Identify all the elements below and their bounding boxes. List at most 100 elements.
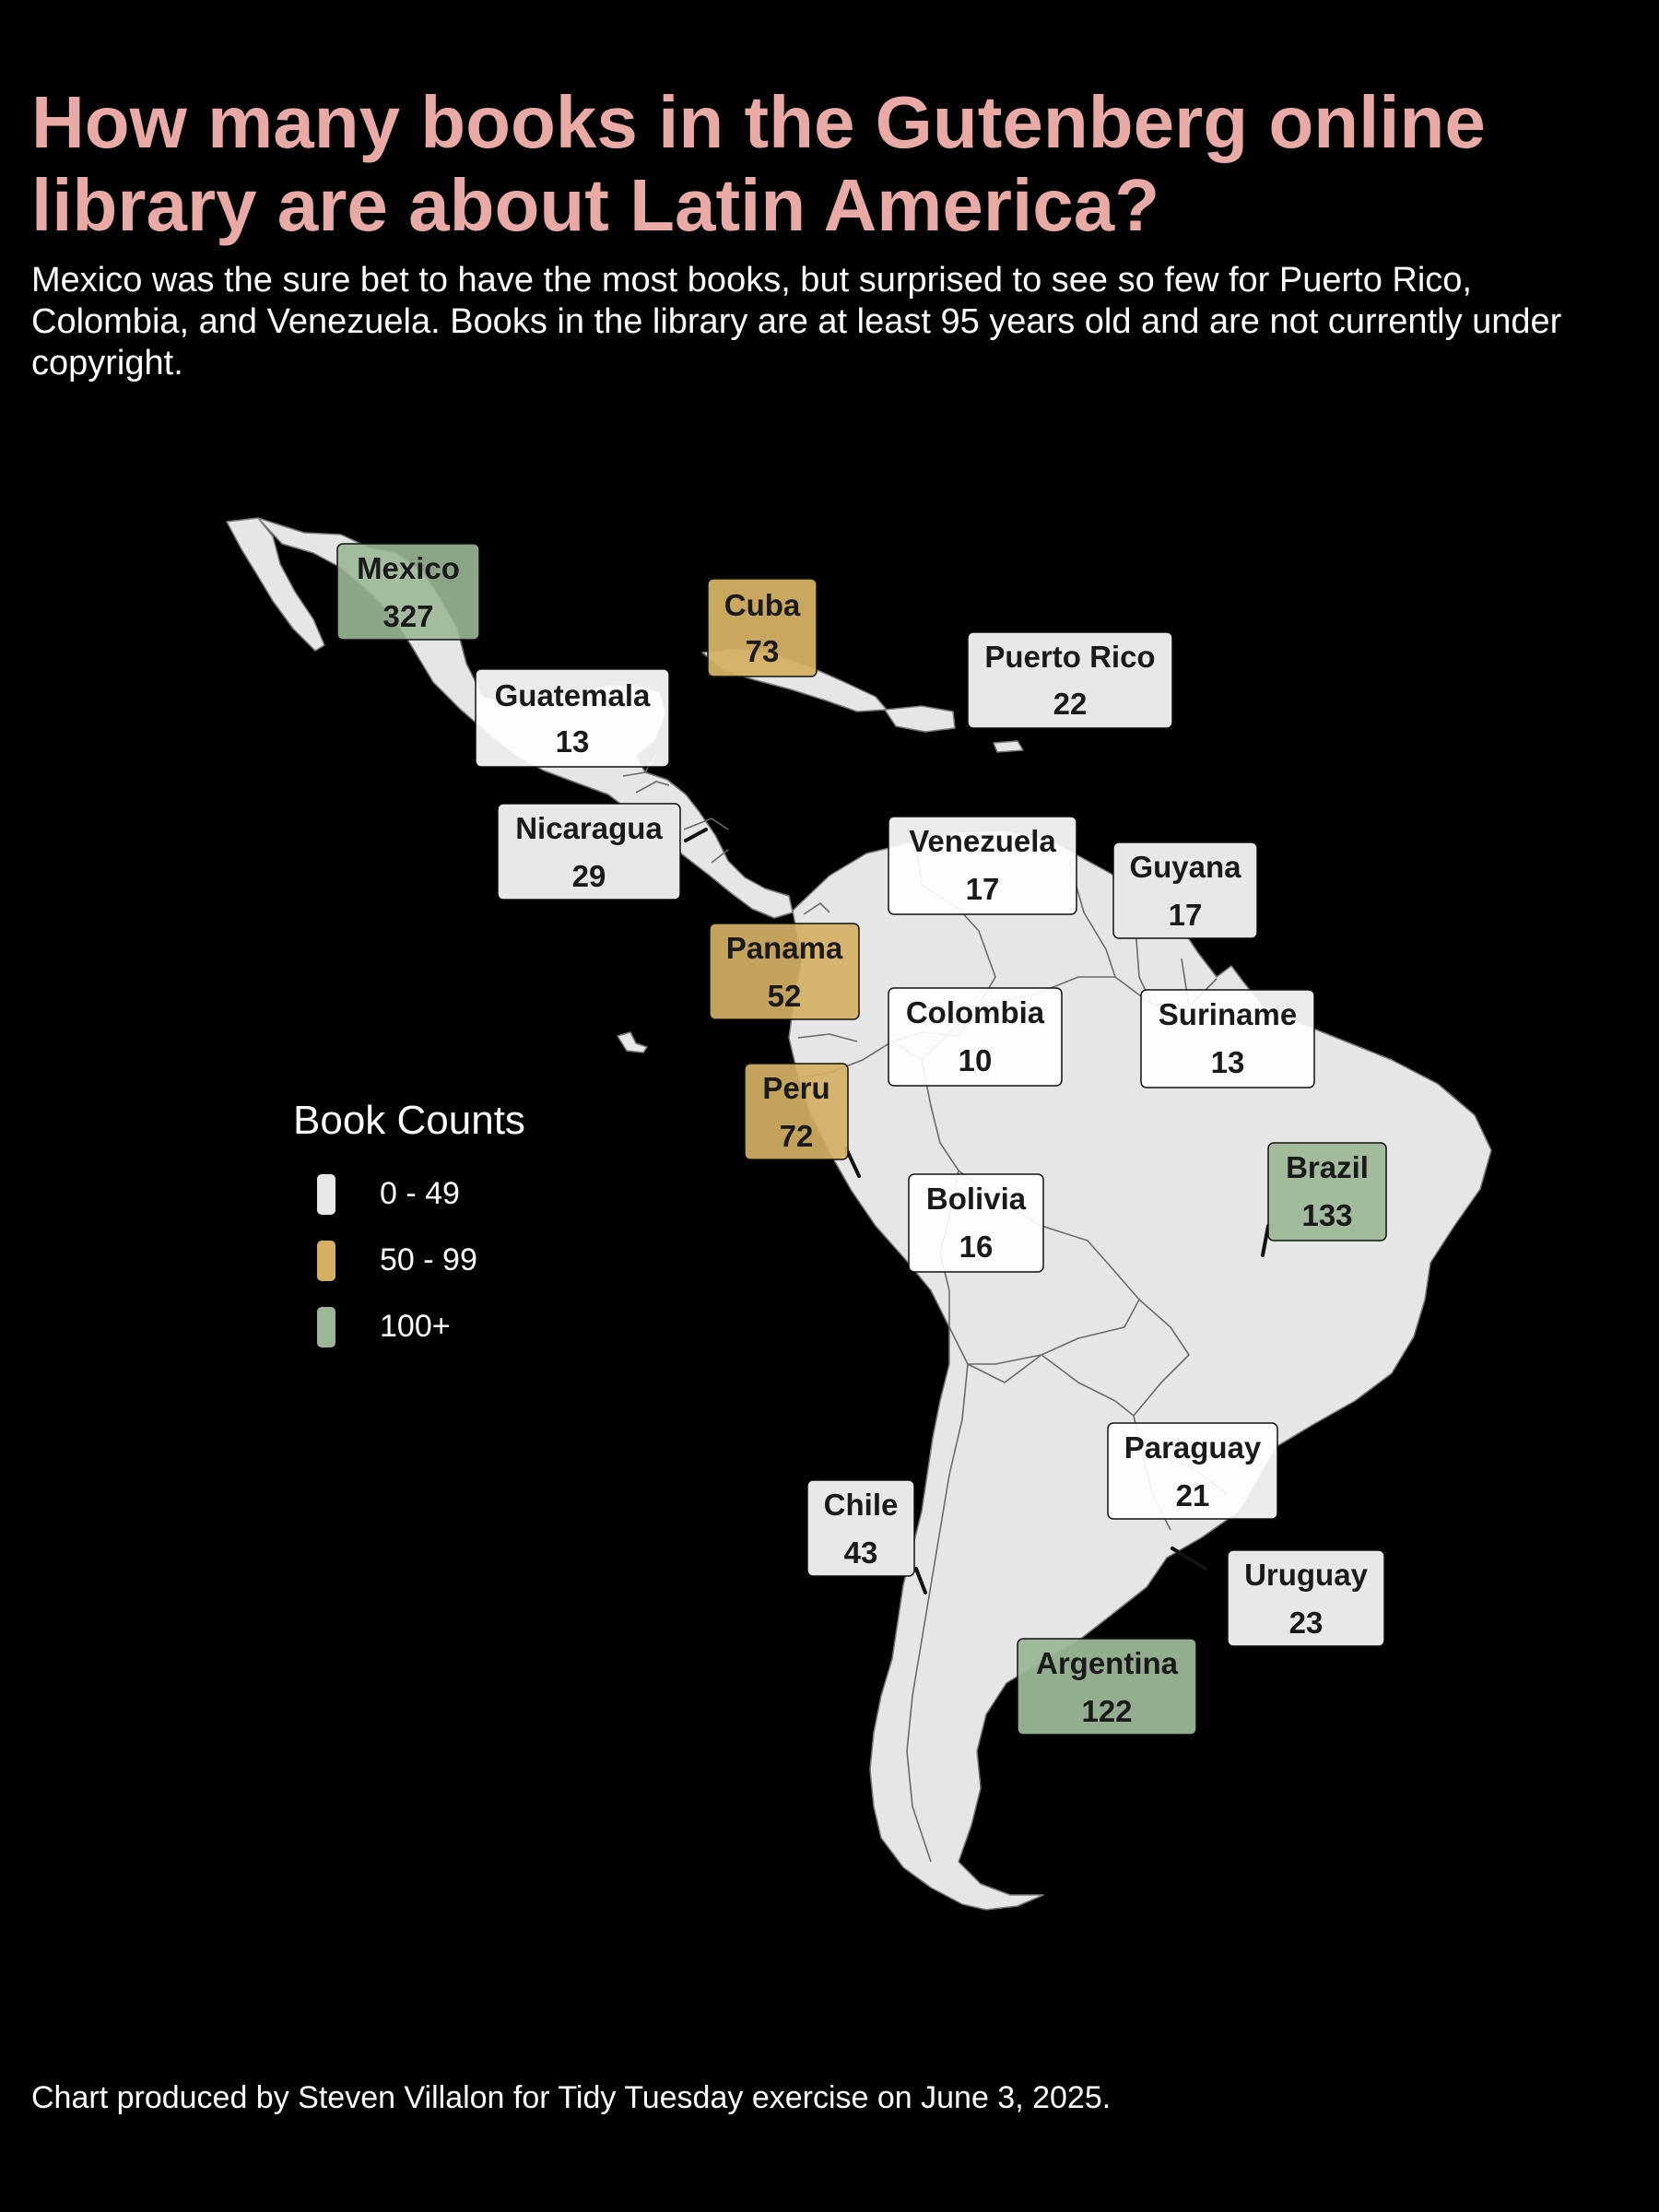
country-name-cuba: Cuba [724, 588, 801, 622]
country-name-brazil: Brazil [1286, 1150, 1369, 1184]
border-costa-rica [711, 849, 729, 864]
country-box-panama [709, 923, 860, 1020]
country-count-mexico: 327 [382, 599, 433, 633]
page-title: How many books in the Gutenberg online l… [31, 81, 1486, 246]
country-box-chile [806, 1479, 915, 1577]
label-guatemala: Guatemala 13 [475, 668, 670, 768]
country-box-puerto-rico [967, 631, 1173, 729]
country-name-mexico: Mexico [357, 551, 460, 585]
country-count-uruguay: 23 [1289, 1606, 1324, 1640]
legend-swatch-low [317, 1174, 335, 1215]
country-name-chile: Chile [824, 1488, 899, 1522]
country-count-argentina: 122 [1081, 1694, 1132, 1728]
country-box-cuba [707, 578, 818, 677]
country-name-venezuela: Venezuela [909, 824, 1056, 858]
country-name-paraguay: Paraguay [1124, 1430, 1262, 1465]
country-count-nicaragua: 29 [572, 859, 606, 893]
border-paraguay-brazil [1133, 1299, 1190, 1417]
country-box-argentina [1017, 1638, 1197, 1735]
legend-item-low: 0 - 49 [293, 1159, 625, 1226]
page-subtitle: Mexico was the sure bet to have the most… [31, 261, 1562, 382]
country-count-suriname: 13 [1211, 1045, 1245, 1079]
country-name-panama: Panama [726, 931, 843, 965]
country-count-colombia: 10 [959, 1043, 993, 1077]
country-box-mexico [336, 543, 480, 641]
label-cuba: Cuba 73 [707, 578, 818, 677]
label-puerto-rico: Puerto Rico 22 [967, 631, 1173, 729]
label-nicaragua: Nicaragua 29 [497, 803, 681, 900]
legend-label-high: 100+ [380, 1309, 451, 1344]
label-bolivia: Bolivia 16 [908, 1173, 1044, 1273]
legend: Book Counts 0 - 49 50 - 99 100+ [293, 1095, 625, 1359]
country-count-guyana: 17 [1169, 898, 1203, 932]
border-argentina-north [967, 1354, 1042, 1383]
border-paraguay-argentina [1041, 1354, 1135, 1417]
label-paraguay: Paraguay 21 [1107, 1422, 1278, 1520]
label-colombia: Colombia 10 [888, 987, 1063, 1087]
country-box-suriname [1140, 989, 1315, 1088]
legend-swatch-high [317, 1307, 335, 1347]
border-panama-colombia [803, 902, 830, 915]
label-chile: Chile 43 [806, 1479, 915, 1577]
country-box-colombia [888, 987, 1063, 1087]
legend-title: Book Counts [293, 1098, 525, 1143]
puerto-rico-shape [993, 740, 1024, 753]
label-peru: Peru 72 [744, 1063, 849, 1160]
south-america-shape [788, 830, 1492, 1911]
label-guyana: Guyana 17 [1112, 841, 1258, 939]
country-box-guyana [1112, 841, 1258, 939]
legend-label-low: 0 - 49 [380, 1176, 460, 1211]
country-count-venezuela: 17 [966, 872, 1000, 906]
country-name-nicaragua: Nicaragua [515, 811, 663, 845]
label-brazil: Brazil 133 [1267, 1142, 1387, 1241]
border-bolivia-chile [948, 1290, 969, 1365]
country-count-guatemala: 13 [556, 724, 590, 759]
leader-line-chile [914, 1567, 927, 1594]
label-venezuela: Venezuela 17 [888, 816, 1077, 915]
country-name-argentina: Argentina [1036, 1646, 1179, 1680]
label-argentina: Argentina 122 [1017, 1638, 1197, 1735]
legend-item-high: 100+ [293, 1292, 625, 1359]
country-name-puerto-rico: Puerto Rico [984, 640, 1155, 674]
label-suriname: Suriname 13 [1140, 989, 1315, 1088]
country-name-guatemala: Guatemala [495, 678, 651, 712]
country-count-chile: 43 [844, 1535, 878, 1570]
leader-line-uruguay [1171, 1547, 1207, 1571]
hispaniola-shape [884, 705, 956, 733]
country-box-venezuela [888, 816, 1077, 915]
country-name-peru: Peru [762, 1071, 830, 1105]
label-mexico: Mexico 327 [336, 543, 480, 641]
country-name-suriname: Suriname [1159, 997, 1297, 1031]
country-name-uruguay: Uruguay [1244, 1558, 1369, 1592]
country-count-brazil: 133 [1301, 1198, 1352, 1232]
country-labels: Mexico 327 Cuba 73 Puerto Rico 22 Guatem… [336, 543, 1387, 1735]
leader-lines [684, 828, 1270, 1594]
country-box-uruguay [1227, 1549, 1385, 1647]
leader-line-brazil [1261, 1224, 1270, 1257]
label-uruguay: Uruguay 23 [1227, 1549, 1385, 1647]
country-box-nicaragua [497, 803, 681, 900]
border-guatemala-honduras [635, 781, 670, 794]
leader-line-nicaragua [684, 828, 708, 842]
country-box-guatemala [475, 668, 670, 768]
border-bolivia-paraguay [968, 1299, 1140, 1365]
country-box-bolivia [908, 1173, 1044, 1273]
chart-caption: Chart produced by Steven Villalon for Ti… [31, 2080, 1112, 2115]
country-count-paraguay: 21 [1176, 1478, 1210, 1512]
country-box-peru [744, 1063, 849, 1160]
border-chile-argentina [906, 1363, 969, 1863]
border-nicaragua [683, 818, 729, 830]
country-name-guyana: Guyana [1129, 850, 1241, 884]
country-box-brazil [1267, 1142, 1387, 1241]
legend-item-mid: 50 - 99 [293, 1226, 625, 1292]
country-count-peru: 72 [780, 1119, 814, 1153]
country-count-bolivia: 16 [959, 1230, 994, 1264]
country-name-bolivia: Bolivia [926, 1182, 1027, 1216]
label-panama: Panama 52 [709, 923, 860, 1020]
baja-california-shape [226, 517, 325, 652]
legend-swatch-mid [317, 1241, 335, 1281]
country-name-colombia: Colombia [906, 995, 1045, 1030]
country-count-puerto-rico: 22 [1053, 687, 1088, 721]
legend-label-mid: 50 - 99 [380, 1242, 477, 1277]
